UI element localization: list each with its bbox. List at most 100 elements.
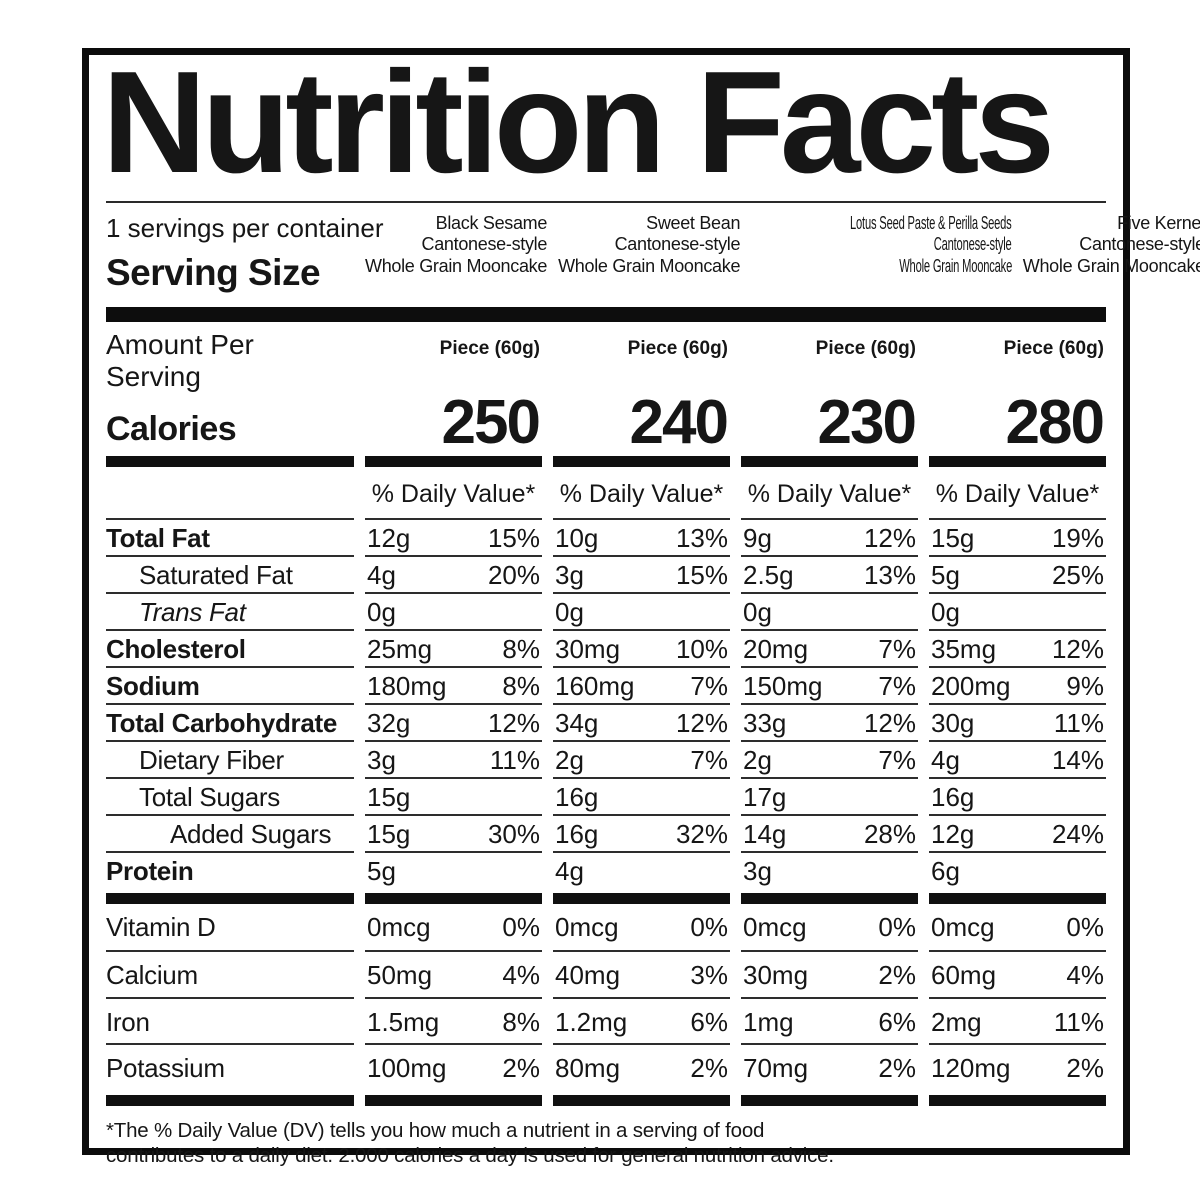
nutrient-row: Sodium 180mg 8% 160mg 7% 150mg 7% 200mg 9% [106,665,1106,703]
nutrient-value-cell: 1.2mg 6% [553,996,730,1044]
daily-value-header: % Daily Value* [371,479,536,508]
product-name-text: Sweet Bean [646,212,741,233]
nutrient-value-cell: 50mg 4% [365,950,542,997]
nutrient-amount: 0mcg [555,911,619,942]
nutrient-dv: 8% [502,1006,540,1037]
nutrient-label: Total Sugars [106,776,354,814]
nutrient-dv: 11% [489,744,540,775]
micronutrient-table: Vitamin D 0mcg 0% 0mcg 0% 0mcg 0% 0mcg 0% Calcium… [106,904,1106,1090]
nutrient-amount: 2g [555,744,584,775]
nutrient-label: Iron [106,996,354,1044]
serving-info: 1 servings per container Serving Size [106,211,384,294]
nutrient-amount: 0g [743,596,772,627]
separator-bar [553,455,730,467]
nutrient-label: Protein [106,850,354,888]
calories-value: 230 [817,387,917,457]
nutrient-dv: 8% [502,633,540,664]
nutrient-value-cell: 1mg 6% [741,996,918,1044]
nutrient-dv: 30% [487,818,540,849]
nutrient-value-cell: 3g [741,850,918,888]
nutrient-value-cell: 12g 24% [929,813,1106,851]
servings-per-container: 1 servings per container [106,212,384,243]
nutrient-value-cell: 180mg 8% [365,665,542,703]
nutrient-row: Calcium 50mg 4% 40mg 3% 30mg 2% 60mg 4% [106,950,1106,997]
nutrient-value-cell: 0g [365,591,542,629]
nutrient-row: Total Carbohydrate 32g 12% 34g 12% 33g 12% 30g 1… [106,702,1106,740]
nutrient-value-cell: 15g 30% [365,813,542,851]
separator-bar [106,1094,354,1106]
nutrient-table: Total Fat 12g 15% 10g 13% 9g 12% 15g 19% Saturate… [106,517,1106,888]
nutrient-amount: 15g [931,522,975,553]
nutrient-value-cell: 30g 11% [929,702,1106,740]
nutrient-dv: 0% [1066,911,1104,942]
nutrient-amount: 100mg [367,1053,447,1084]
nutrient-value-cell: 4g 14% [929,739,1106,777]
nutrient-value-cell: 160mg 7% [553,665,730,703]
nutrient-value-cell: 12g 15% [365,517,542,555]
nutrient-dv: 32% [675,818,728,849]
nutrient-amount: 120mg [931,1053,1011,1084]
nutrient-value-cell: 33g 12% [741,702,918,740]
nutrient-amount: 4g [367,559,396,590]
nutrient-dv: 7% [878,670,916,701]
nutrient-amount: 2g [743,744,772,775]
nutrient-label: Sodium [106,665,354,703]
nutrient-dv: 15% [487,522,540,553]
nutrient-value-cell: 5g [365,850,542,888]
nutrient-amount: 4g [555,855,584,886]
nutrient-amount: 16g [555,781,599,812]
nutrient-amount: 4g [931,744,960,775]
product-name-line: Cantonese-style [365,234,548,256]
nutrient-amount: 9g [743,522,772,553]
nutrient-value-cell: 16g [929,776,1106,814]
nutrient-dv: 14% [1051,744,1104,775]
nutrient-amount: 33g [743,707,787,738]
product-name-text: Cantonese-style [614,234,741,255]
nutrient-value-cell: 5g 25% [929,554,1106,592]
nutrient-dv: 20% [487,559,540,590]
nutrient-value-cell: 0g [553,591,730,629]
nutrient-value-cell: 35mg 12% [929,628,1106,666]
nutrient-row: Trans Fat 0g 0g 0g 0g [106,591,1106,629]
nutrient-amount: 60mg [931,960,997,991]
nutrient-dv: 7% [690,744,728,775]
nutrient-dv: 12% [675,707,728,738]
nutrient-value-cell: 30mg 2% [741,950,918,997]
nutrient-dv: 0% [878,911,916,942]
nutrient-dv: 4% [1066,960,1104,991]
nutrient-value-cell: 6g [929,850,1106,888]
nutrient-value-cell: 14g 28% [741,813,918,851]
nutrient-amount: 20mg [743,633,809,664]
separator-bar [365,1094,542,1106]
nutrient-label: Vitamin D [106,911,216,942]
nutrient-amount: 32g [367,707,411,738]
nutrient-value-cell: 200mg 9% [929,665,1106,703]
nutrient-amount: 3g [743,855,772,886]
nutrient-row: Total Fat 12g 15% 10g 13% 9g 12% 15g 19% [106,517,1106,555]
nutrient-row: Total Sugars 15g 16g 17g 16g [106,776,1106,814]
nutrient-label: Total Fat [106,517,354,555]
nutrition-facts-label: Nutrition Facts 1 servings per container… [82,48,1200,1167]
nutrient-dv: 2% [1066,1053,1104,1084]
nutrient-dv: 6% [690,1006,728,1037]
nutrient-value-cell: 2mg 11% [929,996,1106,1044]
nutrient-dv: 25% [1051,559,1104,590]
separator-bar [741,455,918,467]
section-bar [106,306,1106,322]
nutrient-dv: 7% [690,670,728,701]
calories-value: 240 [629,387,729,457]
serving-unit: Piece (60g) [627,337,728,359]
title-rule [106,200,1106,203]
product-name-line: Cantonese-style [751,234,1012,256]
nutrient-label: Trans Fat [106,591,354,629]
separator-bars [106,455,1106,467]
product-name: Lotus Seed Paste & Perilla Seeds Cantones… [751,211,1012,278]
nutrient-row: Added Sugars 15g 30% 16g 32% 14g 28% 12g 24% [106,813,1106,851]
nutrient-dv: 11% [1053,707,1104,738]
product-name-text: Lotus Seed Paste & Perilla Seeds [850,212,1012,233]
nutrient-label: Total Carbohydrate [106,702,354,740]
nutrient-dv: 2% [502,1053,540,1084]
nutrient-row: Protein 5g 4g 3g 6g [106,850,1106,888]
nutrient-amount: 160mg [555,670,635,701]
daily-value-header: % Daily Value* [559,479,724,508]
